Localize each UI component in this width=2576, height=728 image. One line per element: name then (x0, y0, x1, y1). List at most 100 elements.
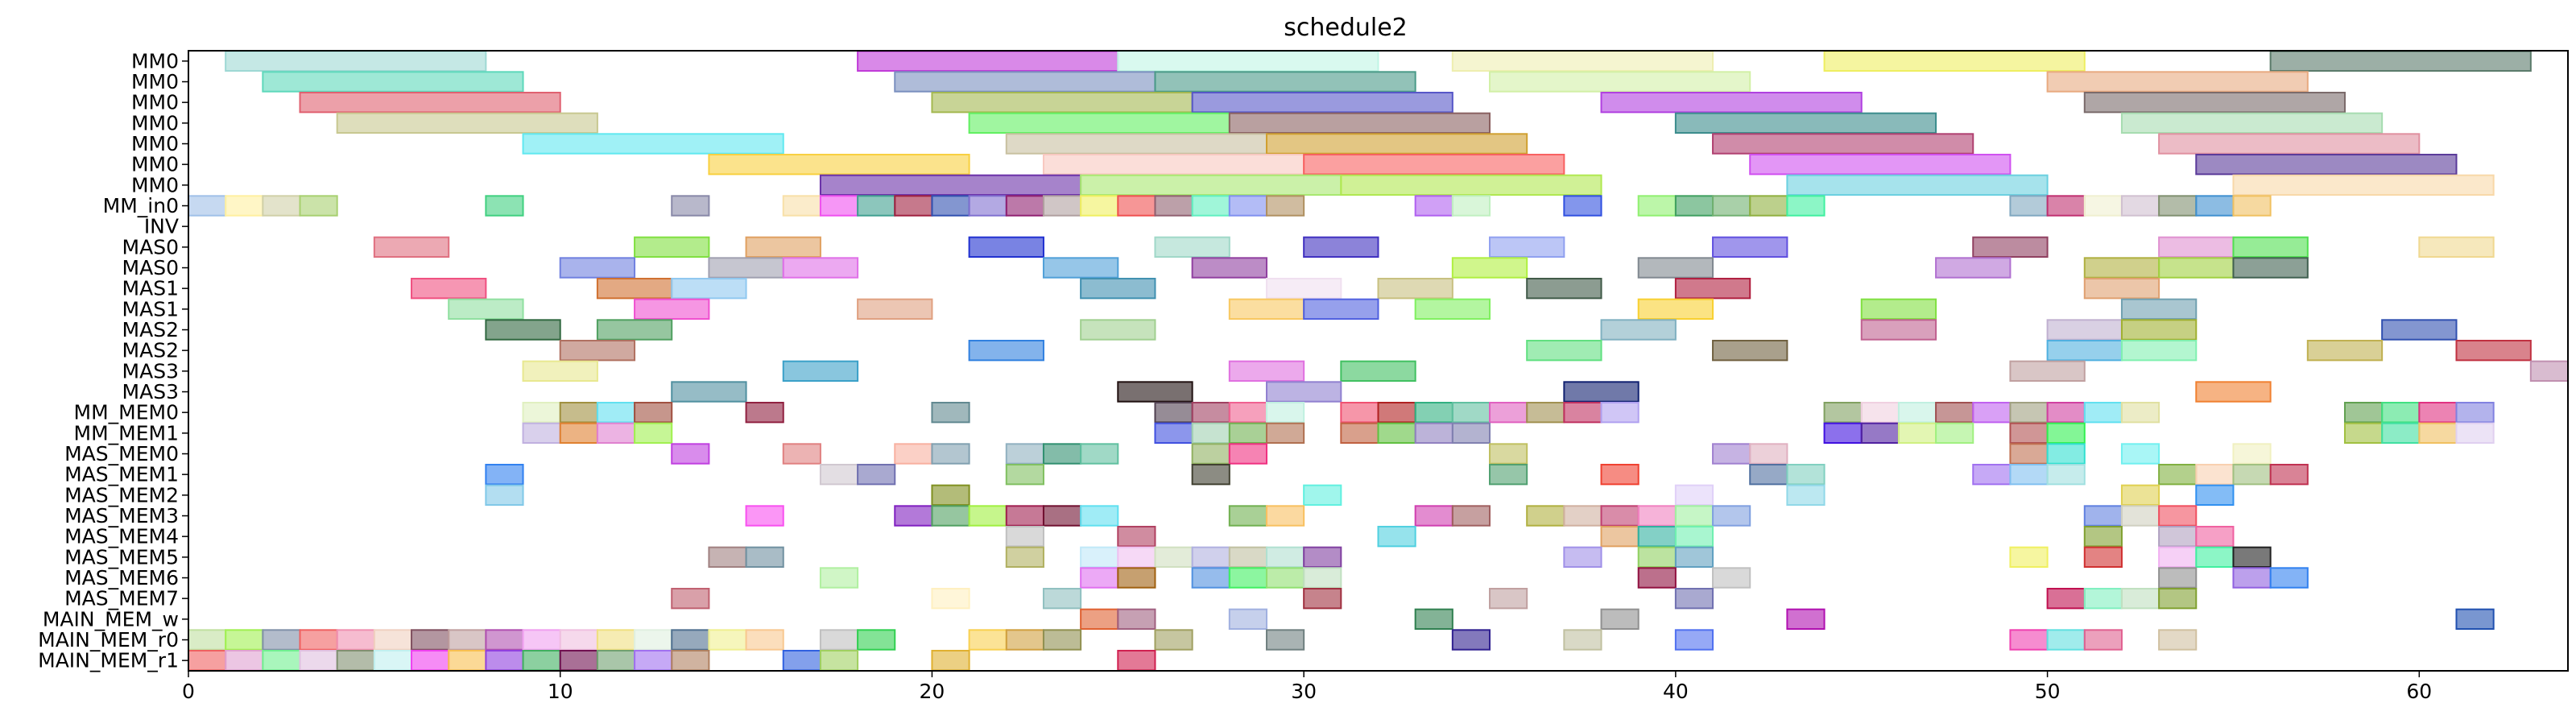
gantt-bar (596, 629, 636, 651)
gantt-bar (2418, 236, 2495, 259)
gantt-bar (1600, 608, 1639, 631)
y-tick-label: MAS_MEM5 (64, 545, 179, 569)
gantt-bar (2083, 401, 2123, 424)
gantt-bar (1080, 505, 1119, 527)
gantt-bar (1080, 174, 1342, 196)
gantt-bar (819, 567, 859, 589)
gantt-bar (1563, 505, 1602, 527)
gantt-bar (559, 629, 598, 651)
gantt-bar (1563, 381, 1639, 403)
gantt-bar (1117, 195, 1156, 217)
gantt-bar (968, 112, 1230, 134)
gantt-bar (2046, 339, 2123, 362)
y-tick-label: MAS0 (122, 235, 179, 259)
y-tick-label: MAIN_MEM_r0 (38, 628, 179, 651)
gantt-bar (1228, 443, 1267, 465)
gantt-bar (2046, 195, 2086, 217)
gantt-bar (1005, 525, 1044, 548)
gantt-bar (931, 443, 970, 465)
gantt-bar (1600, 525, 1639, 548)
gantt-bar (559, 401, 598, 424)
gantt-bar (262, 195, 301, 217)
gantt-bar (299, 649, 338, 671)
gantt-bar (671, 443, 710, 465)
gantt-bar (1377, 277, 1453, 300)
gantt-bar (671, 195, 710, 217)
gantt-bar (2195, 463, 2235, 486)
gantt-bar (745, 236, 821, 259)
gantt-bar (1637, 546, 1677, 569)
gantt-bar (1340, 401, 1379, 424)
gantt-bar (1749, 443, 1788, 465)
gantt-bar (1117, 51, 1379, 72)
gantt-bar (2009, 629, 2049, 651)
gantt-bar (1451, 422, 1491, 445)
gantt-bar (1005, 133, 1267, 155)
gantt-bar (596, 422, 636, 445)
gantt-bar (1154, 71, 1416, 93)
gantt-bar (1117, 608, 1156, 631)
gantt-bar (1191, 257, 1267, 279)
gantt-bar (1265, 422, 1305, 445)
y-tick-label: MAIN_MEM_w (43, 607, 179, 631)
gantt-bar (894, 443, 933, 465)
gantt-bar (2120, 195, 2160, 217)
gantt-bar (1897, 401, 1937, 424)
gantt-bar (1265, 277, 1342, 300)
gantt-bar (1154, 546, 1193, 569)
gantt-bar (1637, 195, 1677, 217)
gantt-bar (1414, 505, 1453, 527)
gantt-bar (1414, 298, 1491, 321)
gantt-bar (1972, 463, 2012, 486)
x-tick-label: 50 (2035, 680, 2061, 703)
gantt-bar (1117, 546, 1156, 569)
y-tick-label: MM0 (131, 49, 179, 72)
gantt-bar (1786, 484, 1826, 507)
gantt-bar (2158, 236, 2235, 259)
gantt-bar (1377, 401, 1416, 424)
gantt-bar (2306, 339, 2384, 362)
gantt-bar (1749, 153, 2012, 176)
gantt-bar (225, 629, 264, 651)
gantt-bar (2381, 401, 2421, 424)
gantt-bar (819, 174, 1082, 196)
gantt-bar (1674, 546, 1714, 569)
x-tick-label: 60 (2406, 680, 2432, 703)
gantt-bar (894, 505, 933, 527)
gantt-bar (634, 422, 673, 445)
gantt-bar (708, 153, 970, 176)
gantt-bar (1191, 463, 1230, 486)
gantt-bar (448, 649, 487, 671)
gantt-bar (782, 360, 859, 383)
gantt-bar (1526, 277, 1602, 300)
gantt-bar (1563, 195, 1602, 217)
gantt-bar (2120, 339, 2198, 362)
gantt-bar (1935, 422, 1974, 445)
gantt-bar (1228, 546, 1267, 569)
gantt-bar (1005, 546, 1044, 569)
gantt-bar (634, 629, 673, 651)
gantt-bar (2046, 443, 2086, 465)
gantt-bar (1712, 236, 1788, 259)
gantt-bar (2009, 443, 2049, 465)
gantt-bar (1786, 195, 1826, 217)
gantt-bar (1674, 195, 1714, 217)
gantt-bar (1526, 505, 1565, 527)
gantt-bar (1414, 608, 1453, 631)
gantt-bar (2046, 463, 2086, 486)
gantt-bar (2158, 629, 2198, 651)
gantt-bar (225, 51, 487, 72)
gantt-bar (411, 277, 487, 300)
gantt-bar (1563, 401, 1602, 424)
gantt-bar (485, 463, 524, 486)
gantt-bar (745, 401, 784, 424)
y-tick-label: MM0 (131, 111, 179, 134)
gantt-bar (1451, 257, 1528, 279)
gantt-bar (931, 401, 970, 424)
gantt-bar (968, 505, 1007, 527)
gantt-bar (671, 587, 710, 610)
gantt-bar (1005, 463, 1044, 486)
gantt-bar (1005, 505, 1044, 527)
gantt-bar (1228, 567, 1267, 589)
